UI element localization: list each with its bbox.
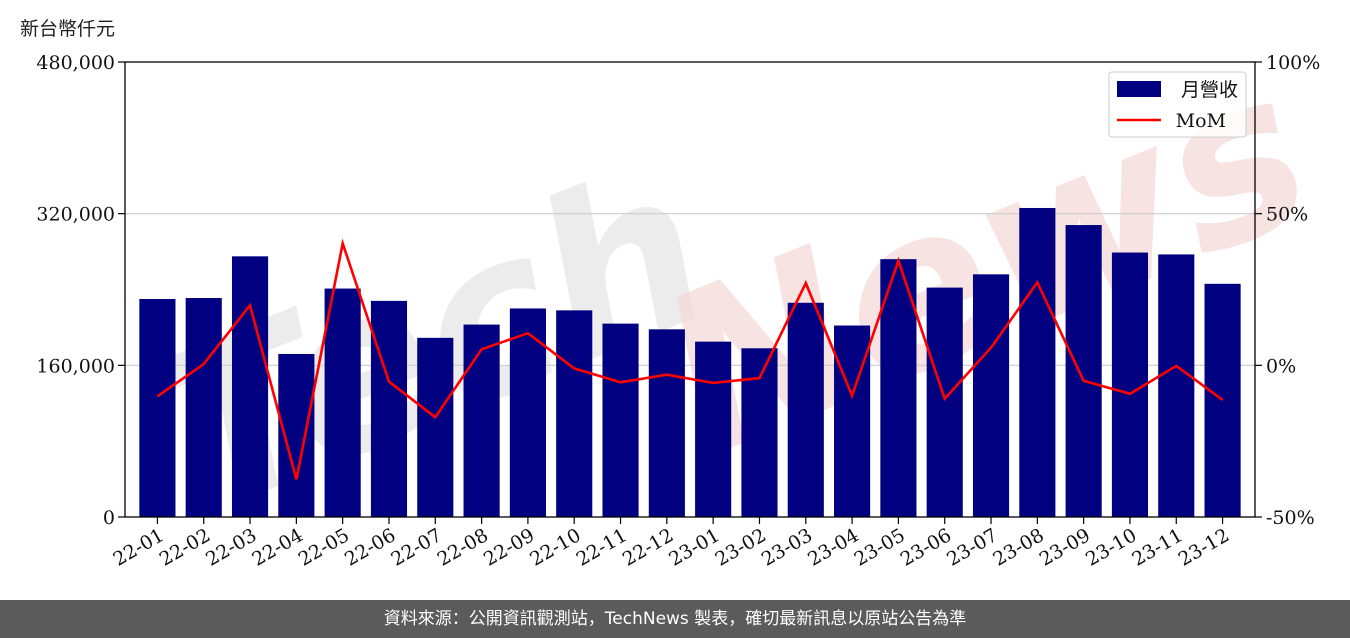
x-tick-label: 22-11 bbox=[573, 524, 631, 570]
revenue-bar bbox=[509, 308, 546, 517]
x-tick-label: 23-07 bbox=[943, 524, 1001, 570]
revenue-bar bbox=[602, 323, 639, 517]
x-tick-label: 23-03 bbox=[758, 524, 816, 570]
revenue-chart: Tech News 0160,000320,000480,000-50%0%50… bbox=[36, 19, 1342, 570]
y2-tick-label: -50% bbox=[1266, 507, 1315, 529]
revenue-bar bbox=[880, 259, 917, 517]
legend-label-mom: MoM bbox=[1176, 110, 1226, 132]
mom-line bbox=[156, 238, 1224, 480]
x-tick-label: 22-09 bbox=[480, 524, 538, 570]
revenue-bar bbox=[1204, 283, 1241, 517]
revenue-bar bbox=[185, 298, 222, 517]
revenue-bar bbox=[1111, 252, 1149, 517]
y-tick-label: 0 bbox=[103, 507, 115, 529]
x-tick-label: 22-07 bbox=[387, 524, 445, 570]
x-tick-label: 23-06 bbox=[897, 524, 955, 570]
y2-tick-label: 0% bbox=[1266, 355, 1296, 377]
x-tick-label: 22-08 bbox=[434, 524, 492, 570]
revenue-bar bbox=[787, 302, 824, 517]
revenue-bar bbox=[741, 348, 778, 517]
revenue-bar bbox=[648, 329, 685, 517]
revenue-bar bbox=[1065, 225, 1102, 517]
y2-tick-label: 100% bbox=[1266, 52, 1320, 74]
x-tick-label: 23-10 bbox=[1082, 524, 1140, 570]
source-footer: 資料來源：公開資訊觀測站，TechNews 製表，確切最新訊息以原站公告為準 bbox=[0, 600, 1350, 638]
revenue-bar bbox=[139, 298, 176, 517]
legend: 月營收 MoM bbox=[1108, 71, 1247, 138]
revenue-bar bbox=[1019, 207, 1056, 517]
x-tick-label: 23-04 bbox=[804, 524, 862, 570]
plot-frame bbox=[124, 61, 1256, 518]
revenue-bar bbox=[695, 341, 732, 517]
y-tick-label: 160,000 bbox=[36, 355, 115, 377]
x-tick-label: 23-12 bbox=[1175, 524, 1233, 570]
x-tick-label: 22-02 bbox=[156, 524, 214, 570]
revenue-bar bbox=[556, 310, 593, 517]
revenue-bar bbox=[370, 300, 408, 517]
y-tick-label: 320,000 bbox=[36, 204, 115, 226]
revenue-bar bbox=[834, 325, 871, 517]
revenue-bar bbox=[324, 288, 361, 517]
revenue-bar bbox=[972, 274, 1010, 517]
x-tick-label: 23-08 bbox=[989, 524, 1047, 570]
x-tick-label: 23-01 bbox=[665, 524, 723, 570]
x-tick-label: 23-02 bbox=[712, 524, 770, 570]
x-tick-label: 23-11 bbox=[1128, 524, 1186, 570]
x-tick-label: 23-09 bbox=[1036, 524, 1094, 570]
revenue-bar bbox=[463, 324, 500, 517]
revenue-bar bbox=[1158, 254, 1195, 518]
x-tick-label: 22-06 bbox=[341, 524, 399, 570]
y2-tick-label: 50% bbox=[1266, 204, 1308, 226]
x-tick-label: 22-01 bbox=[109, 524, 167, 570]
x-tick-label: 22-12 bbox=[619, 524, 677, 570]
mom-line-series bbox=[156, 238, 1224, 480]
y-axis-unit-label: 新台幣仟元 bbox=[20, 18, 116, 40]
bar-series bbox=[139, 207, 1241, 518]
legend-label-revenue: 月營收 bbox=[1181, 79, 1238, 101]
y-tick-label: 480,000 bbox=[36, 52, 115, 74]
revenue-bar bbox=[417, 337, 454, 517]
revenue-bar bbox=[926, 287, 963, 517]
x-tick-label: 23-05 bbox=[850, 524, 908, 570]
x-tick-label: 22-10 bbox=[526, 524, 584, 570]
legend-swatch-bar bbox=[1117, 81, 1161, 97]
revenue-bar bbox=[231, 256, 269, 517]
